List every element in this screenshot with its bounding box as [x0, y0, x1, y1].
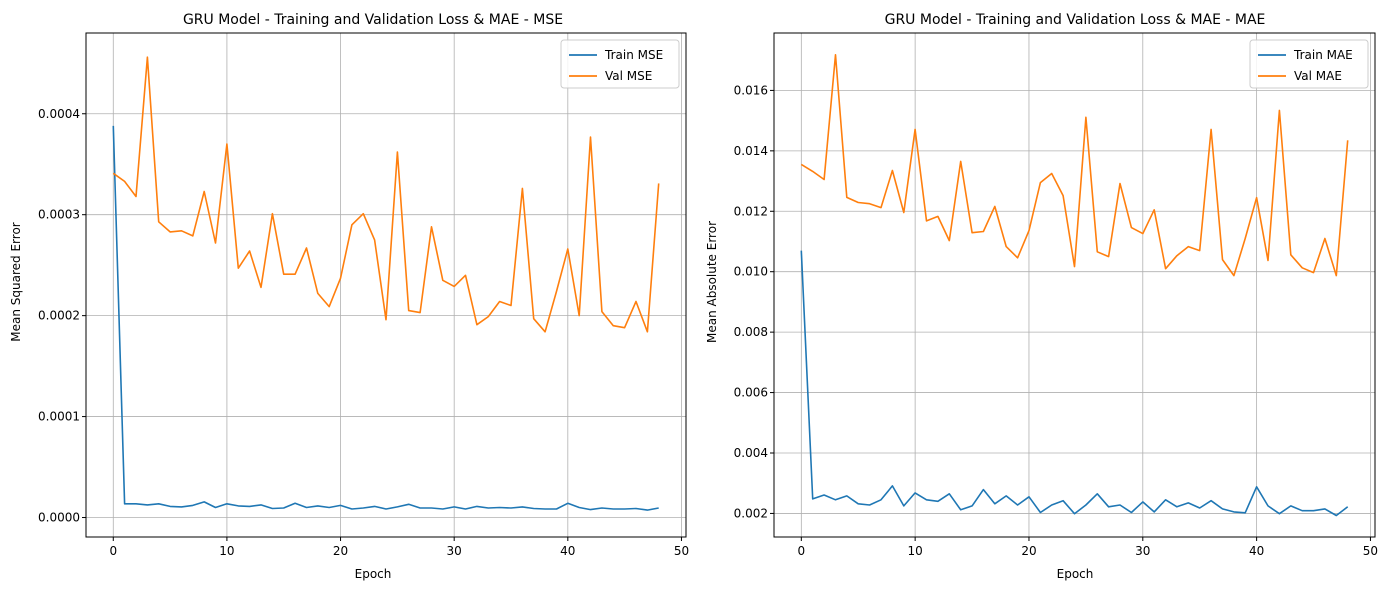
x-tick-label: 20	[1021, 544, 1036, 558]
x-axis-label: Epoch	[1057, 567, 1094, 581]
y-tick-label: 0.010	[734, 265, 768, 279]
x-tick-label: 30	[1135, 544, 1150, 558]
plot-frame	[85, 32, 687, 538]
x-tick-label: 10	[908, 544, 923, 558]
x-tick-label: 20	[333, 544, 348, 558]
y-tick-label: 0.0000	[38, 511, 80, 525]
y-tick-label: 0.0004	[38, 107, 80, 121]
y-axis-label: Mean Squared Error	[9, 222, 23, 342]
series-line-val-mse	[112, 56, 660, 333]
chart-title: GRU Model - Training and Validation Loss…	[183, 12, 563, 28]
y-tick-label: 0.008	[734, 325, 768, 339]
x-tick-label: 50	[1363, 544, 1378, 558]
y-tick-label: 0.012	[734, 204, 768, 218]
x-tick-label: 40	[560, 544, 575, 558]
y-tick-label: 0.004	[734, 446, 768, 460]
x-tick-label: 40	[1249, 544, 1264, 558]
x-tick-label: 50	[674, 544, 689, 558]
y-tick-label: 0.006	[734, 386, 768, 400]
chart-title: GRU Model - Training and Validation Loss…	[885, 12, 1266, 28]
series-line-train-mae	[800, 250, 1349, 517]
x-tick-label: 0	[797, 544, 805, 558]
grid	[774, 33, 1375, 537]
x-tick-label: 30	[447, 544, 462, 558]
legend-label: Train MAE	[1293, 48, 1353, 62]
chart-panel-mae: GRU Model - Training and Validation Loss…	[705, 12, 1378, 581]
y-tick-label: 0.002	[734, 506, 768, 520]
y-tick-label: 0.0001	[38, 410, 80, 424]
y-tick-label: 0.0002	[38, 309, 80, 323]
y-tick-label: 0.014	[734, 144, 768, 158]
legend: Train MAE Val MAE	[1249, 39, 1369, 89]
y-tick-label: 0.016	[734, 83, 768, 97]
x-tick-label: 0	[109, 544, 117, 558]
y-tick-label: 0.0003	[38, 208, 80, 222]
x-tick-label: 10	[219, 544, 234, 558]
chart-panel-mse: GRU Model - Training and Validation Loss…	[9, 12, 689, 581]
legend-label: Train MSE	[604, 48, 663, 62]
y-axis-label: Mean Absolute Error	[705, 221, 719, 343]
legend: Train MSE Val MSE	[560, 39, 680, 89]
series-line-val-mae	[800, 53, 1349, 277]
grid	[86, 33, 686, 537]
legend-label: Val MSE	[605, 69, 652, 83]
legend-label: Val MAE	[1294, 69, 1342, 83]
plot-frame	[773, 32, 1376, 538]
series-line-train-mse	[112, 125, 659, 511]
x-axis-label: Epoch	[355, 567, 392, 581]
